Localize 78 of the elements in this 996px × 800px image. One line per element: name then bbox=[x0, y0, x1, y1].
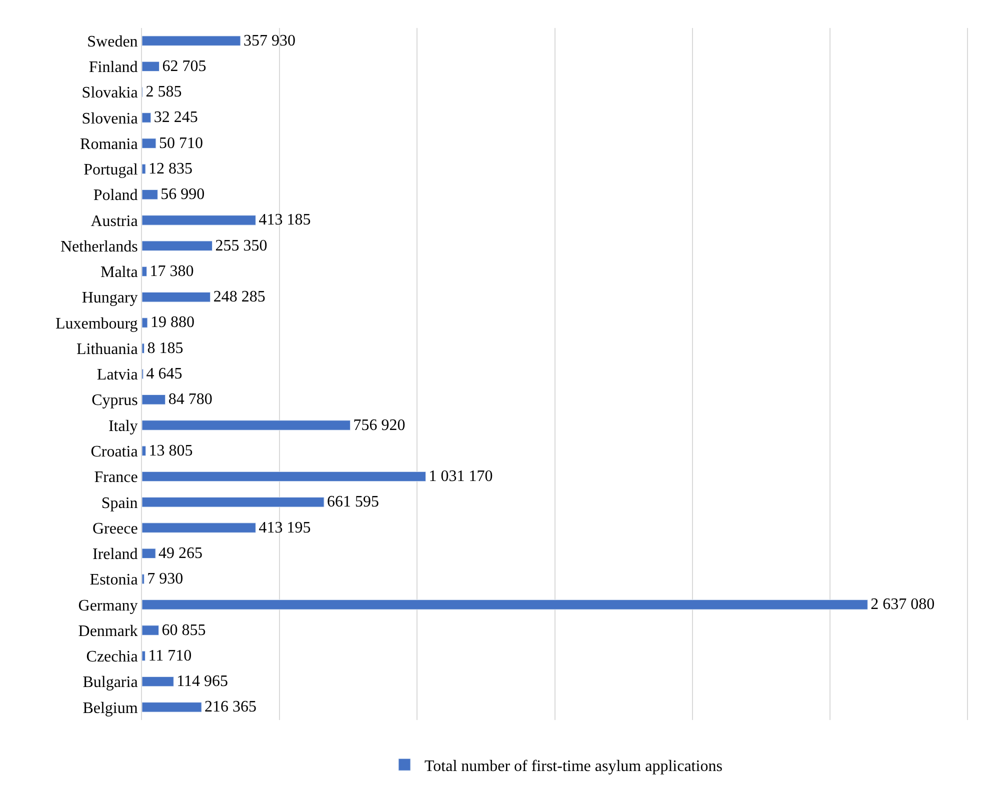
y-tick-label: Netherlands bbox=[60, 238, 138, 256]
data-label: 17 380 bbox=[150, 262, 194, 280]
y-tick-label: Hungary bbox=[82, 290, 138, 307]
y-tick-label: Ireland bbox=[92, 546, 138, 564]
y-tick-label: Belgium bbox=[82, 700, 138, 717]
bar bbox=[142, 650, 146, 662]
data-label: 413 185 bbox=[258, 212, 311, 229]
y-tick-label: Poland bbox=[93, 187, 138, 204]
data-label: 12 835 bbox=[148, 160, 193, 178]
data-label: 62 705 bbox=[162, 58, 206, 75]
bar bbox=[142, 676, 174, 687]
data-label: 4 645 bbox=[146, 366, 182, 382]
data-label: 114 965 bbox=[176, 673, 228, 690]
y-tick-label: Luxembourg bbox=[55, 315, 138, 332]
data-label: 357 930 bbox=[243, 32, 296, 50]
bar bbox=[142, 61, 160, 72]
bar bbox=[142, 240, 213, 251]
data-label: 661 595 bbox=[327, 494, 380, 511]
data-label: 13 805 bbox=[148, 442, 193, 460]
legend-label: Total number of first-time asylum applications bbox=[424, 758, 722, 775]
y-tick-label: Germany bbox=[78, 597, 138, 614]
y-tick-label: Latvia bbox=[96, 366, 138, 384]
data-label: 1 031 170 bbox=[428, 468, 493, 486]
data-label: 2 585 bbox=[146, 84, 182, 101]
data-label: 19 880 bbox=[150, 314, 194, 332]
data-label: 7 930 bbox=[147, 570, 184, 588]
y-tick-label: Slovakia bbox=[82, 84, 138, 102]
data-label: 248 285 bbox=[213, 288, 266, 306]
bar bbox=[142, 189, 158, 200]
y-tick-label: Cyprus bbox=[92, 392, 138, 410]
data-label: 2 637 080 bbox=[870, 596, 935, 614]
y-tick-label: Finland bbox=[88, 59, 138, 76]
bar bbox=[142, 522, 256, 533]
y-tick-label: Lithuania bbox=[76, 340, 138, 358]
y-tick-label: Italy bbox=[108, 418, 138, 435]
bar bbox=[142, 138, 156, 148]
bar bbox=[142, 497, 324, 508]
y-tick-label: Malta bbox=[100, 264, 138, 282]
y-tick-label: Portugal bbox=[84, 162, 138, 179]
bar bbox=[142, 164, 146, 174]
y-tick-label: Spain bbox=[101, 494, 138, 512]
data-label: 32 245 bbox=[154, 109, 198, 126]
y-tick-label: Sweden bbox=[87, 33, 138, 50]
data-label: 413 195 bbox=[258, 519, 311, 536]
bar bbox=[142, 394, 166, 405]
y-tick-label: Croatia bbox=[90, 443, 138, 460]
y-tick-label: Bulgaria bbox=[82, 674, 138, 692]
y-tick-label: Slovenia bbox=[82, 110, 138, 128]
data-label: 216 365 bbox=[204, 698, 257, 716]
bar bbox=[142, 420, 351, 430]
data-label: 11 710 bbox=[148, 647, 192, 664]
y-tick-label: Estonia bbox=[90, 572, 138, 589]
y-tick-label: Denmark bbox=[78, 622, 138, 640]
bar bbox=[142, 548, 156, 559]
y-tick-label: Greece bbox=[92, 520, 138, 538]
data-label: 56 990 bbox=[160, 186, 205, 204]
y-tick-label: Austria bbox=[90, 212, 138, 230]
bar bbox=[142, 702, 202, 712]
data-label: 756 920 bbox=[353, 416, 406, 434]
data-label: 8 185 bbox=[147, 340, 184, 357]
data-label: 255 350 bbox=[215, 237, 268, 254]
bar bbox=[142, 446, 146, 456]
bar bbox=[142, 266, 148, 277]
data-label: 49 265 bbox=[158, 544, 203, 562]
bar bbox=[142, 600, 868, 610]
data-label: 60 855 bbox=[162, 622, 206, 639]
y-tick-label: France bbox=[94, 469, 138, 486]
bar bbox=[142, 36, 241, 46]
y-tick-label: Czechia bbox=[86, 648, 138, 666]
data-label: 50 710 bbox=[158, 134, 203, 152]
bar bbox=[142, 318, 148, 328]
bar bbox=[142, 215, 256, 226]
bar bbox=[142, 112, 152, 123]
bar bbox=[142, 292, 211, 302]
bar bbox=[142, 625, 159, 636]
bar bbox=[142, 471, 426, 482]
data-label: 84 780 bbox=[168, 391, 212, 408]
y-tick-label: Romania bbox=[80, 136, 138, 153]
